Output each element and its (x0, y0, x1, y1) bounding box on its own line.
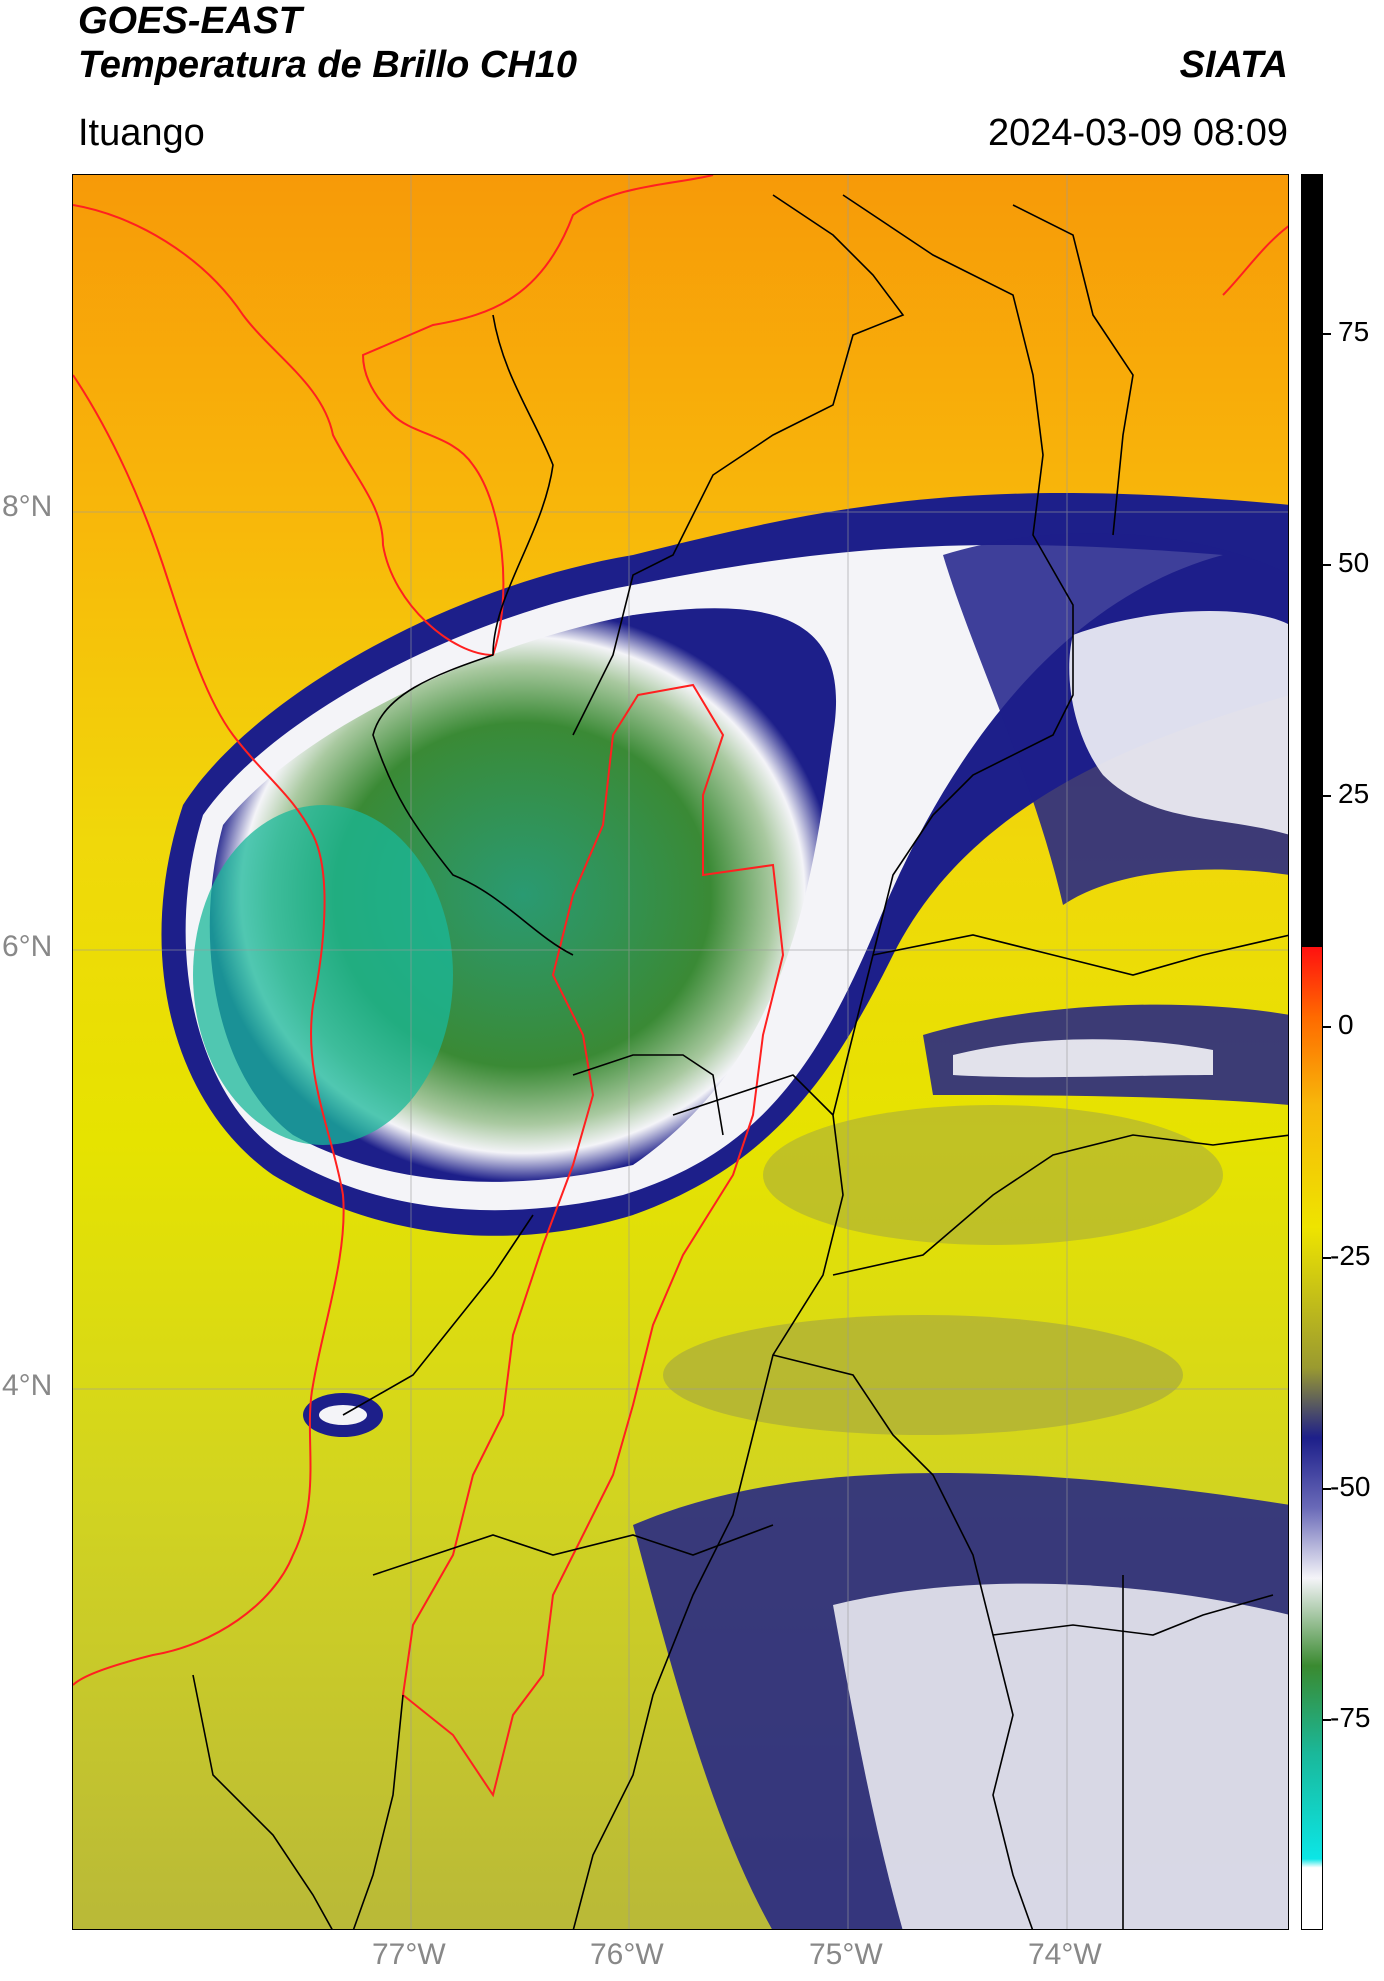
location-label: Ituango (78, 112, 205, 154)
map-image (73, 175, 1288, 1929)
lon-label-76W: 76°W (590, 1938, 664, 1971)
product-title: Temperatura de Brillo CH10 (78, 44, 578, 86)
colorbar-label-0: 0 (1338, 1009, 1354, 1040)
colorbar-label-25: 25 (1338, 778, 1370, 809)
colorbar-label-50: 50 (1338, 547, 1370, 578)
datetime-label: 2024-03-09 08:09 (987, 112, 1288, 154)
lon-label-75W: 75°W (809, 1938, 883, 1971)
satellite-title: GOES-EAST (78, 0, 302, 42)
lon-label-74W: 74°W (1028, 1938, 1102, 1971)
lat-label-4N: 4°N (2, 1369, 53, 1402)
lat-label-6N: 6°N (2, 930, 53, 963)
satellite-map[interactable] (72, 174, 1289, 1930)
colorbar (1301, 174, 1323, 1930)
lon-label-77W: 77°W (372, 1938, 446, 1971)
colorbar-label-75: 75 (1338, 316, 1370, 347)
lat-label-8N: 8°N (2, 490, 53, 523)
colorbar-label-neg75: -75 (1330, 1702, 1371, 1733)
agency-label: SIATA (1179, 44, 1288, 86)
colorbar-label-neg25: -25 (1330, 1240, 1371, 1271)
colorbar-label-neg50: -50 (1330, 1471, 1371, 1502)
